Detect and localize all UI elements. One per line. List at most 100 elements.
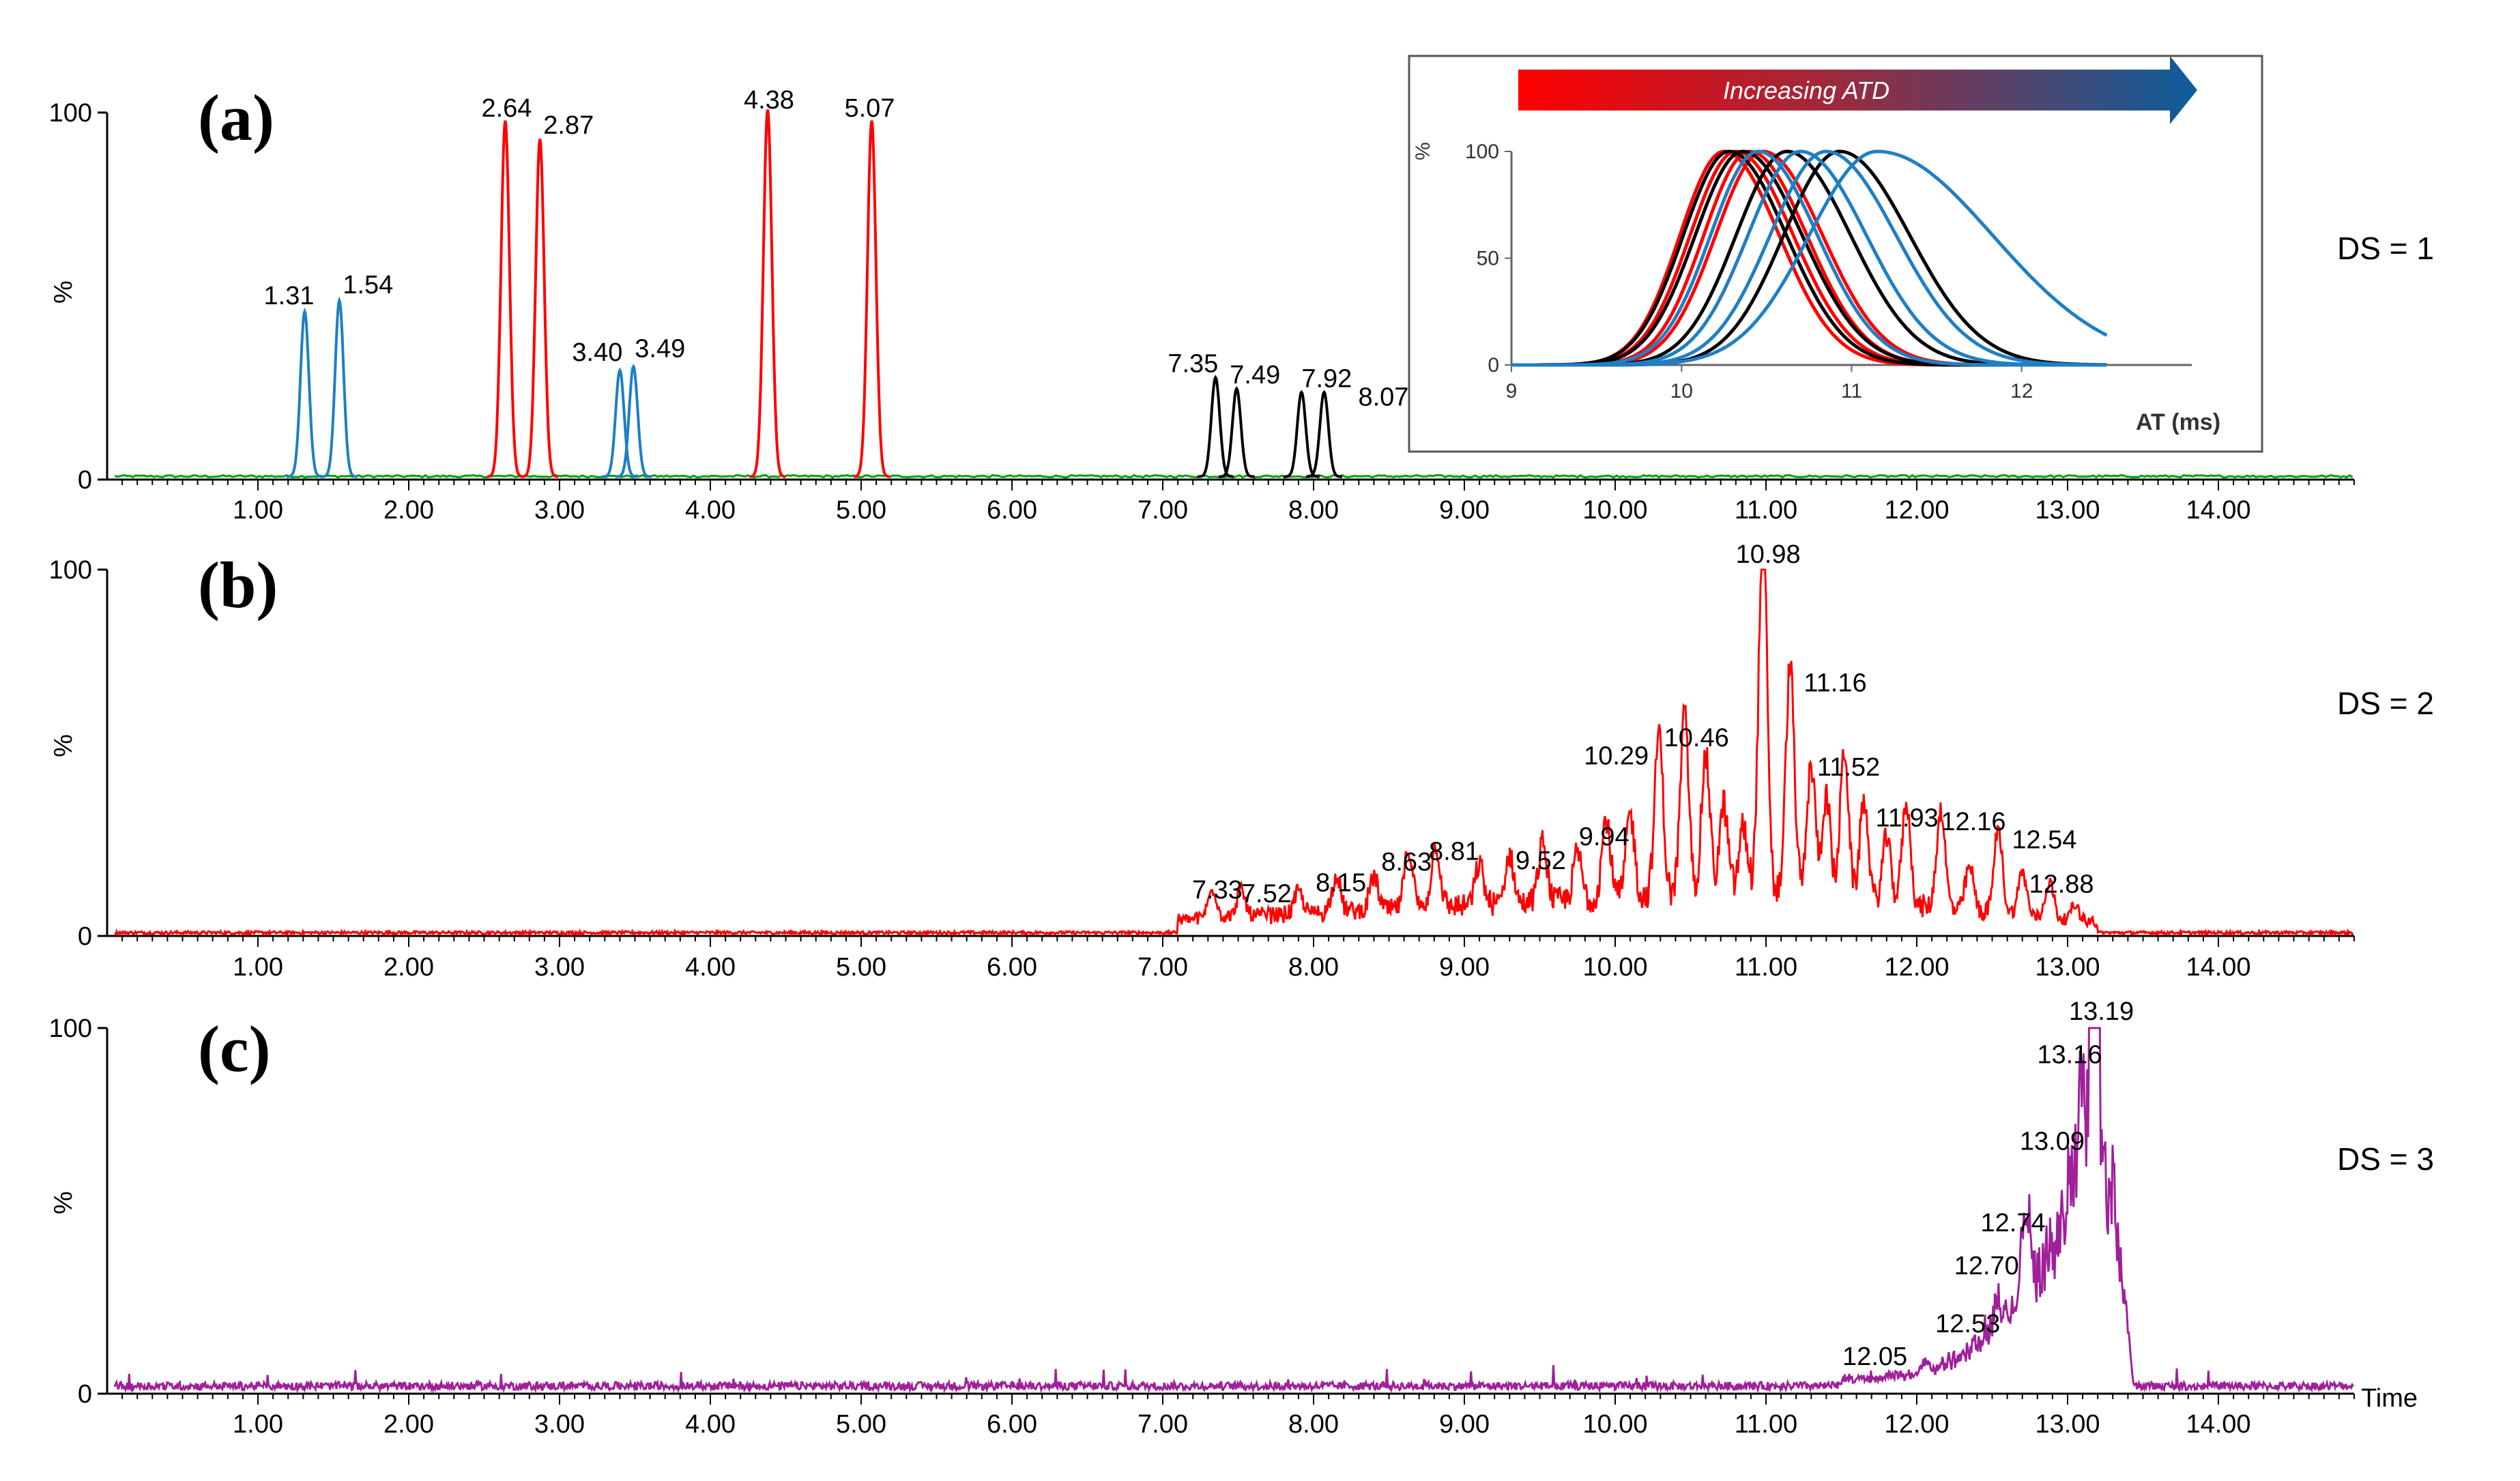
- peak-trace: [1197, 375, 1234, 478]
- x-tick-label: 11.00: [1735, 953, 1797, 982]
- x-tick-label: 4.00: [685, 953, 736, 982]
- y-tick-label: 100: [49, 556, 92, 585]
- x-tick-label: 3.00: [534, 496, 585, 525]
- y-tick-label: 100: [49, 99, 92, 128]
- peak-label: 10.98: [1736, 540, 1801, 569]
- peak-label: 1.31: [264, 282, 315, 310]
- peak-trace: [521, 138, 558, 478]
- peak-label: 10.29: [1584, 742, 1649, 770]
- peak-label: 12.88: [2029, 870, 2094, 898]
- inset-atd-plot: Increasing ATD % 0 50 100 9 10 11 12 AT (ms): [1408, 55, 2263, 453]
- peak-label: 4.38: [744, 86, 794, 115]
- inset-curves: [1511, 149, 2108, 367]
- inset-y-label: %: [1412, 142, 1434, 160]
- peak-label: 8.63: [1381, 848, 1432, 877]
- x-tick-label: 3.00: [534, 1410, 585, 1439]
- y-tick-label: 0: [78, 922, 92, 951]
- inset-x-tick-label: 10: [1670, 380, 1693, 402]
- inset-atd-curve: [1511, 149, 2108, 367]
- x-tick-label: 10.00: [1582, 953, 1647, 982]
- x-tick-label: 7.00: [1138, 496, 1188, 525]
- x-tick-label: 5.00: [836, 1410, 886, 1439]
- peak-label: 13.16: [2037, 1040, 2102, 1069]
- panel-c: (c) DS = 3 % 0 100 1.00 2.00 3.00 4.00 5.00 6.0…: [49, 997, 2434, 1439]
- peak-label: 7.35: [1168, 350, 1218, 379]
- y-axis-label-a: %: [49, 280, 78, 304]
- peak-labels-b: 7.337.52 8.15 8.638.81 9.52 9.94 10.29 10.46 10…: [1192, 540, 2094, 908]
- peak-trace: [601, 367, 638, 478]
- peak-label: 10.46: [1664, 724, 1729, 752]
- peak-label: 12.54: [2012, 825, 2076, 854]
- peak-label: 7.92: [1301, 364, 1352, 393]
- peak-label: 12.16: [1941, 808, 2005, 836]
- inset-arrow-label: Increasing ATD: [1723, 76, 1889, 104]
- peak-label: 8.15: [1316, 868, 1366, 897]
- peak-label: 7.49: [1230, 361, 1280, 390]
- peak-trace: [1218, 386, 1255, 478]
- inset-y-tick-label: 100: [1465, 141, 1499, 163]
- x-tick-label: 6.00: [987, 953, 1037, 982]
- signal-trace: [114, 568, 2354, 937]
- x-tick-label: 11.00: [1735, 1410, 1797, 1439]
- inset-y-tick-label: 50: [1477, 248, 1499, 270]
- x-tick-label: 13.00: [2035, 1410, 2100, 1439]
- y-tick-label: 0: [78, 466, 92, 495]
- x-tick-label: 8.00: [1288, 1410, 1339, 1439]
- x-tick-label: 9.00: [1439, 496, 1490, 525]
- peak-label: 3.49: [635, 335, 685, 364]
- x-tick-label: 1.00: [233, 496, 283, 525]
- series-c: [113, 1027, 2354, 1394]
- x-tick-label: 2.00: [383, 496, 434, 525]
- peak-trace: [287, 307, 323, 478]
- x-tick-label: 6.00: [987, 496, 1037, 525]
- peak-trace: [1283, 390, 1320, 478]
- panel-letter-c: (c): [198, 1012, 271, 1085]
- peak-trace: [487, 120, 523, 478]
- x-tick-label: 11.00: [1735, 496, 1797, 525]
- ds-label-b: DS = 2: [2337, 686, 2434, 721]
- peak-trace: [749, 109, 786, 478]
- x-tick-label: 10.00: [1582, 496, 1647, 525]
- peak-trace: [615, 364, 652, 478]
- peak-label: 13.09: [2020, 1128, 2085, 1156]
- peak-labels-c: 12.05 12.53 12.70 12.74 13.09 13.16 13.19: [1842, 997, 2134, 1371]
- x-tick-label: 7.00: [1138, 1410, 1188, 1439]
- peak-trace: [1306, 390, 1342, 478]
- x-tick-label: 1.00: [233, 1410, 283, 1439]
- peak-label: 5.07: [844, 94, 895, 123]
- x-tick-label: 5.00: [836, 953, 886, 982]
- peak-label: 2.64: [481, 94, 532, 123]
- peak-label: 3.40: [572, 338, 622, 367]
- x-tick-label: 14.00: [2186, 1410, 2250, 1439]
- peak-label: 7.33: [1192, 876, 1243, 905]
- peak-trace: [321, 296, 358, 478]
- axes-c: 0 100 1.00 2.00 3.00 4.00 5.00 6.00 7.00 8.00 9.00…: [49, 1014, 2355, 1439]
- x-tick-label: 7.00: [1138, 953, 1188, 982]
- x-axis-label-time: Time: [2361, 1384, 2418, 1413]
- peak-label: 13.19: [2069, 997, 2134, 1026]
- x-tick-label: 13.00: [2035, 953, 2100, 982]
- peak-label: 11.93: [1876, 804, 1939, 833]
- x-tick-label: 1.00: [233, 953, 283, 982]
- axes-b: 0 100 1.00 2.00 3.00 4.00 5.00 6.00 7.00 8.00 9.00…: [49, 556, 2355, 982]
- peak-label: 8.07: [1358, 383, 1408, 411]
- panel-letter-a: (a): [198, 81, 274, 154]
- x-tick-label: 12.00: [1884, 496, 1949, 525]
- y-tick-label: 0: [78, 1380, 92, 1409]
- inset-y-tick-label: 0: [1488, 354, 1499, 377]
- increasing-atd-arrow: [1518, 56, 2197, 124]
- x-tick-label: 8.00: [1288, 953, 1339, 982]
- inset-x-label: AT (ms): [2136, 409, 2220, 435]
- panel-letter-b: (b): [198, 548, 278, 621]
- y-tick-label: 100: [49, 1014, 92, 1043]
- peak-label: 9.94: [1579, 823, 1630, 851]
- x-tick-label: 5.00: [836, 496, 886, 525]
- x-tick-label: 14.00: [2186, 953, 2250, 982]
- x-tick-label: 10.00: [1582, 1410, 1647, 1439]
- peak-label: 1.54: [343, 271, 393, 299]
- x-tick-label: 9.00: [1439, 1410, 1490, 1439]
- ds-label-a: DS = 1: [2337, 231, 2434, 266]
- ds-label-c: DS = 3: [2337, 1141, 2434, 1177]
- x-tick-label: 3.00: [534, 953, 585, 982]
